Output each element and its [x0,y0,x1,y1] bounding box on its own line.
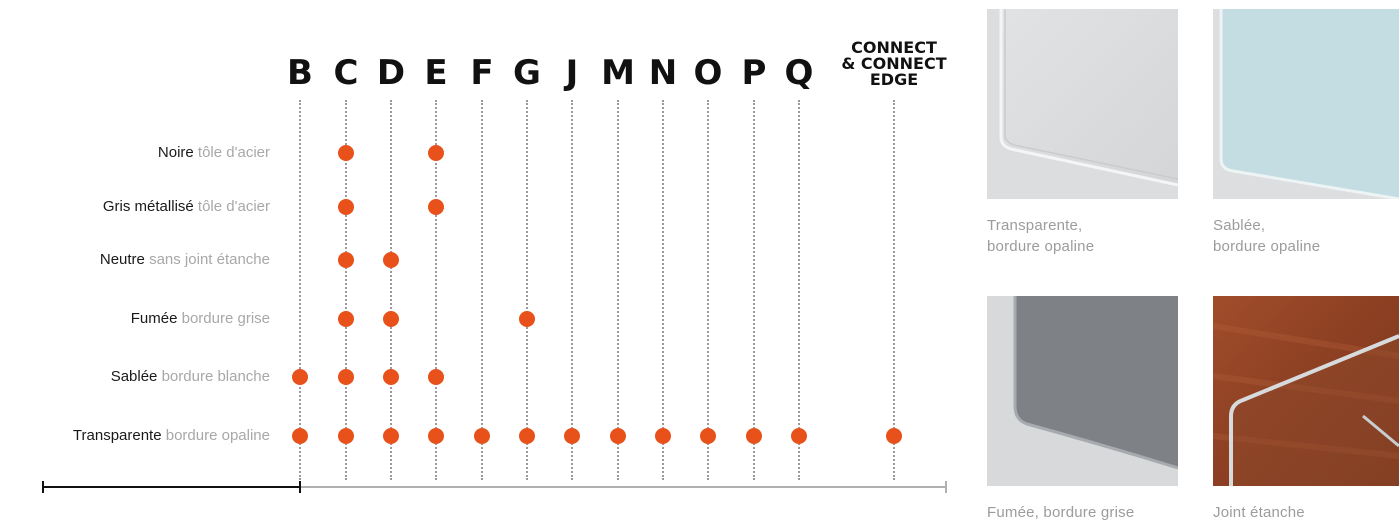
availability-dot [655,428,671,444]
availability-dot [428,199,444,215]
swatch-seal-image [1213,296,1399,486]
column-header-connect: CONNECT & CONNECT EDGE [829,40,959,88]
availability-dot [428,369,444,385]
axis-left-line [42,486,300,488]
column-guide [526,100,528,480]
column-header-o: O [693,53,723,93]
swatch-transparent-image [987,9,1178,199]
column-guide [662,100,664,480]
availability-dot [383,428,399,444]
row-label-detail: sans joint étanche [149,251,270,268]
swatch-transparent: Transparente, bordure opaline [987,9,1178,257]
column-header-connect-line: EDGE [869,70,919,89]
availability-dot [746,428,762,444]
column-header-m: M [601,53,635,93]
availability-dot [383,252,399,268]
row-label: Noire tôle d'acier [158,144,270,162]
column-header-f: F [470,53,494,93]
row-label-name: Sablée [110,368,158,385]
availability-dot [383,311,399,327]
axis-right-line [300,486,946,488]
column-guide [435,100,437,480]
availability-dot [791,428,807,444]
glass-options-matrix: B C D E F G J M N O P Q CONNECT & CONNECT EDGE Noire tô… [42,40,959,493]
swatch-transparent-caption-1: Transparente, [987,217,1083,234]
swatch-frosted-caption-2: bordure opaline [1213,238,1321,255]
axis-tick [945,481,947,493]
availability-dot [338,311,354,327]
availability-dot [428,428,444,444]
availability-dot [292,369,308,385]
row-label-name: Neutre [99,251,145,268]
availability-dot [886,428,902,444]
column-header-n: N [648,53,678,93]
column-guide [345,100,347,480]
availability-dot [338,145,354,161]
availability-dot [383,369,399,385]
swatch-smoked-caption-1: Fumée, bordure grise [987,504,1135,521]
column-header-connect-line: & CONNECT [841,54,947,73]
column-header-c: C [333,53,359,93]
availability-dot [564,428,580,444]
row-label-detail: bordure blanche [161,368,270,385]
swatch-smoked: Fumée, bordure grise [987,296,1178,523]
column-header-q: Q [784,53,814,93]
column-guide [893,100,895,480]
axis-tick [299,481,301,493]
row-label: Sablée bordure blanche [111,368,270,386]
column-header-e: E [424,53,448,93]
column-guide [571,100,573,480]
column-guide [299,100,301,480]
column-guide [390,100,392,480]
row-label-name: Fumée [130,310,178,327]
swatch-seal-caption-1: Joint étanche [1213,504,1305,521]
availability-dot [338,369,354,385]
availability-dot [338,252,354,268]
glass-swatches: Transparente, bordure opaline Sablée, bo… [970,0,1399,529]
availability-dot [474,428,490,444]
availability-dot [338,199,354,215]
row-label-detail: bordure grise [181,310,270,327]
column-guide [753,100,755,480]
swatch-smoked-image [987,296,1178,486]
availability-dot [519,311,535,327]
swatch-frosted-caption-1: Sablée, [1213,217,1266,234]
swatch-frosted-image [1213,9,1399,199]
row-label-detail: tôle d'acier [197,144,270,161]
swatch-transparent-caption-2: bordure opaline [987,238,1095,255]
column-header-d: D [376,53,406,93]
column-header-b: B [287,53,313,93]
availability-dot [428,145,444,161]
row-label-detail: tôle d'acier [197,198,270,215]
row-label: Fumée bordure grise [131,310,270,328]
row-label-name: Transparente [72,427,162,444]
availability-dot [292,428,308,444]
row-label-name: Noire [157,144,194,161]
axis-tick [42,481,44,493]
column-header-g: G [513,53,541,93]
row-label: Gris métallisé tôle d'acier [103,198,270,216]
column-guide [617,100,619,480]
column-header-p: P [741,53,767,93]
availability-dot [519,428,535,444]
availability-dot [338,428,354,444]
availability-dot [610,428,626,444]
column-guide [798,100,800,480]
row-label-name: Gris métallisé [102,198,194,215]
column-header-j: J [565,53,579,93]
row-label-detail: bordure opaline [165,427,270,444]
row-label: Transparente bordure opaline [73,427,270,445]
swatch-seal: Joint étanche [1213,296,1399,523]
row-label: Neutre sans joint étanche [100,251,270,269]
column-guide [481,100,483,480]
column-header-connect-line: CONNECT [851,38,937,57]
column-guide [707,100,709,480]
swatch-frosted: Sablée, bordure opaline [1213,9,1399,257]
availability-dot [700,428,716,444]
